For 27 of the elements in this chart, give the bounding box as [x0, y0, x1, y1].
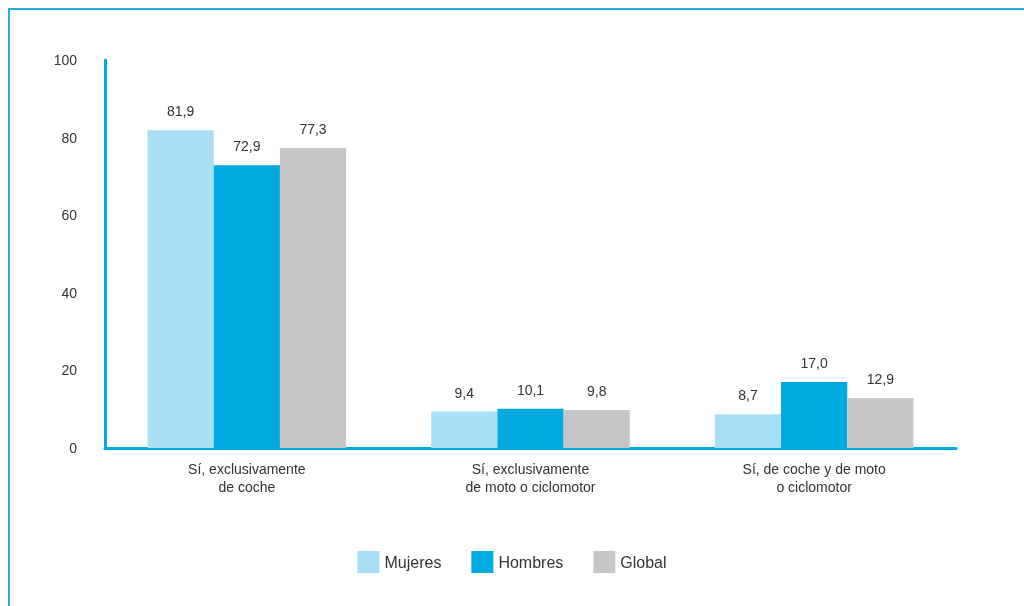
bar [714, 414, 782, 448]
legend-label: Mujeres [384, 553, 442, 571]
data-label: 8,7 [738, 387, 758, 404]
y-tick-label: 100 [53, 52, 78, 68]
legend-label: Hombres [498, 553, 564, 571]
y-tick-label: 80 [61, 129, 78, 146]
data-label: 12,9 [866, 370, 895, 387]
data-label: 9,4 [454, 384, 475, 401]
x-tick-label: Sí, exclusivamente de moto o ciclomotor [465, 461, 596, 495]
data-label: 10,1 [516, 381, 545, 398]
y-tick-label: 40 [61, 284, 78, 301]
bar [847, 397, 914, 448]
data-label: 72,9 [233, 138, 261, 155]
y-tick-label: 0 [69, 440, 78, 456]
bar [147, 130, 214, 448]
legend-label: Global [620, 553, 667, 571]
x-tick-label: Sí, exclusivamente de coche [188, 461, 306, 495]
x-tick-label: Sí, de coche y de moto o ciclomotor [742, 461, 886, 495]
bar [279, 148, 347, 448]
y-tick-label: 20 [61, 362, 78, 379]
data-label: 81,9 [167, 103, 195, 120]
data-label: 77,3 [299, 121, 327, 138]
bar [563, 409, 630, 448]
data-label: 9,8 [586, 382, 607, 399]
bar [431, 411, 498, 448]
data-label: 17,0 [800, 355, 828, 372]
y-tick-label: 60 [61, 207, 78, 224]
